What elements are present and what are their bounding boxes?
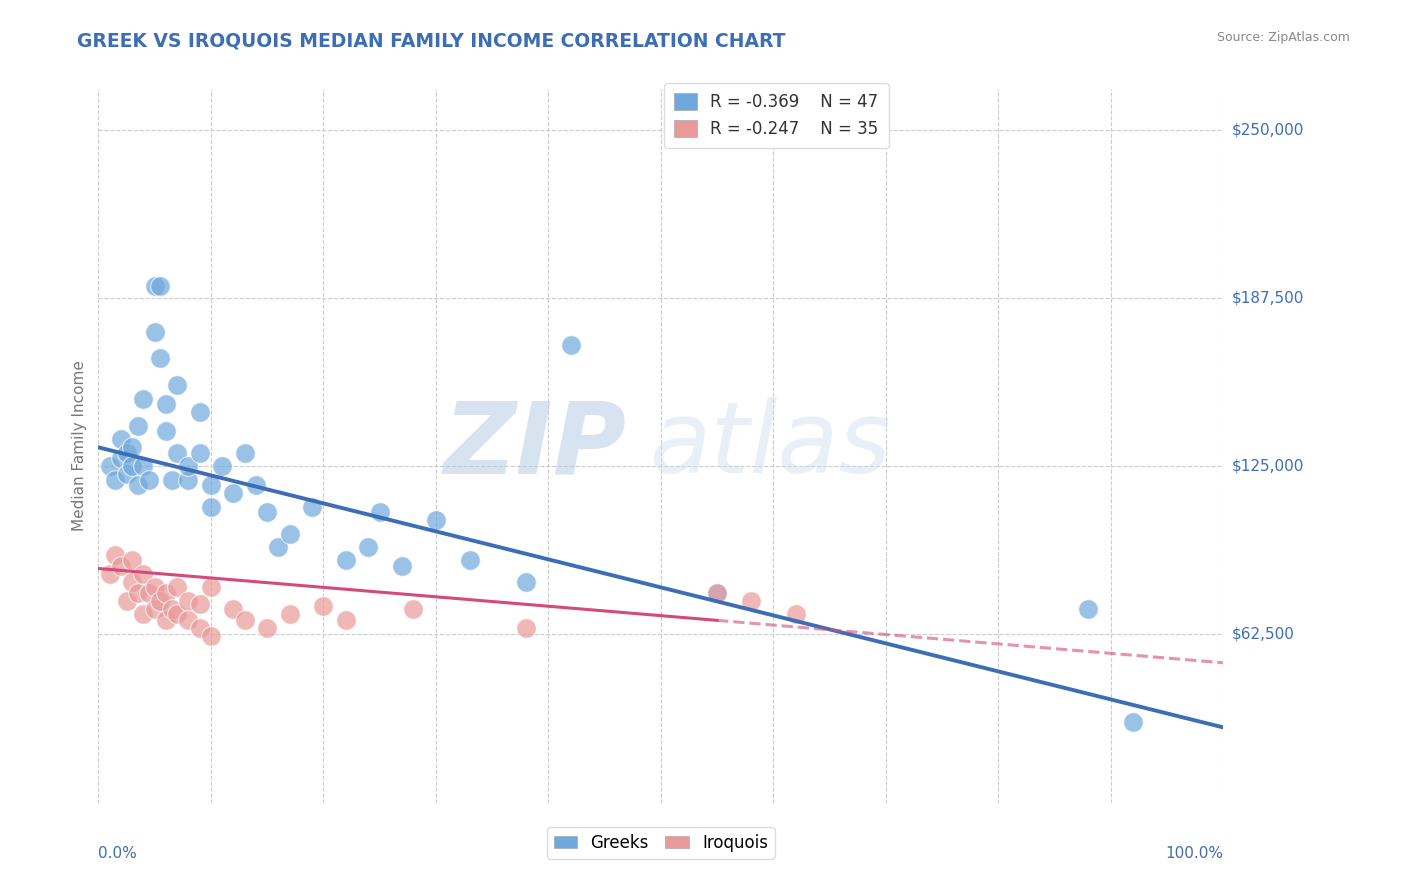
Point — [115, 446, 138, 460]
Legend: Greeks, Iroquois: Greeks, Iroquois — [547, 828, 775, 859]
Point — [515, 621, 537, 635]
Point — [121, 441, 143, 455]
Point — [98, 566, 121, 581]
Point — [301, 500, 323, 514]
Point — [458, 553, 481, 567]
Point — [132, 566, 155, 581]
Point — [402, 602, 425, 616]
Point — [706, 586, 728, 600]
Point — [115, 467, 138, 482]
Text: ZIP: ZIP — [444, 398, 627, 494]
Text: 0.0%: 0.0% — [98, 846, 138, 861]
Point — [110, 451, 132, 466]
Point — [127, 478, 149, 492]
Text: $250,000: $250,000 — [1232, 122, 1303, 137]
Point — [200, 629, 222, 643]
Point — [233, 446, 256, 460]
Point — [256, 505, 278, 519]
Text: $125,000: $125,000 — [1232, 458, 1303, 474]
Point — [155, 613, 177, 627]
Y-axis label: Median Family Income: Median Family Income — [72, 360, 87, 532]
Point — [222, 486, 245, 500]
Point — [98, 459, 121, 474]
Point — [132, 392, 155, 406]
Point — [177, 473, 200, 487]
Point — [740, 594, 762, 608]
Text: $62,500: $62,500 — [1232, 627, 1295, 642]
Text: $187,500: $187,500 — [1232, 291, 1303, 305]
Point — [335, 553, 357, 567]
Point — [166, 446, 188, 460]
Point — [312, 599, 335, 614]
Point — [149, 278, 172, 293]
Point — [177, 594, 200, 608]
Point — [1077, 602, 1099, 616]
Point — [233, 613, 256, 627]
Point — [560, 338, 582, 352]
Point — [245, 478, 267, 492]
Point — [155, 586, 177, 600]
Point — [166, 580, 188, 594]
Point — [104, 548, 127, 562]
Point — [115, 594, 138, 608]
Point — [143, 325, 166, 339]
Text: GREEK VS IROQUOIS MEDIAN FAMILY INCOME CORRELATION CHART: GREEK VS IROQUOIS MEDIAN FAMILY INCOME C… — [77, 31, 786, 50]
Point — [211, 459, 233, 474]
Text: 100.0%: 100.0% — [1166, 846, 1223, 861]
Point — [121, 553, 143, 567]
Point — [121, 459, 143, 474]
Point — [138, 586, 160, 600]
Point — [121, 574, 143, 589]
Point — [278, 607, 301, 622]
Point — [222, 602, 245, 616]
Point — [200, 500, 222, 514]
Point — [391, 558, 413, 573]
Point — [200, 478, 222, 492]
Point — [515, 574, 537, 589]
Point — [188, 597, 211, 611]
Point — [166, 378, 188, 392]
Point — [200, 580, 222, 594]
Point — [267, 540, 290, 554]
Point — [160, 602, 183, 616]
Point — [357, 540, 380, 554]
Point — [127, 586, 149, 600]
Point — [785, 607, 807, 622]
Point — [127, 418, 149, 433]
Point — [132, 607, 155, 622]
Point — [160, 473, 183, 487]
Point — [256, 621, 278, 635]
Point — [138, 473, 160, 487]
Point — [188, 446, 211, 460]
Point — [278, 526, 301, 541]
Point — [188, 621, 211, 635]
Point — [143, 602, 166, 616]
Point — [177, 613, 200, 627]
Point — [143, 278, 166, 293]
Point — [155, 397, 177, 411]
Point — [706, 586, 728, 600]
Point — [425, 513, 447, 527]
Text: atlas: atlas — [650, 398, 891, 494]
Point — [188, 405, 211, 419]
Point — [155, 424, 177, 438]
Point — [110, 432, 132, 446]
Point — [177, 459, 200, 474]
Point — [104, 473, 127, 487]
Point — [143, 580, 166, 594]
Point — [335, 613, 357, 627]
Point — [132, 459, 155, 474]
Point — [149, 351, 172, 366]
Text: Source: ZipAtlas.com: Source: ZipAtlas.com — [1216, 31, 1350, 45]
Point — [166, 607, 188, 622]
Point — [1122, 714, 1144, 729]
Point — [368, 505, 391, 519]
Point — [149, 594, 172, 608]
Point — [110, 558, 132, 573]
